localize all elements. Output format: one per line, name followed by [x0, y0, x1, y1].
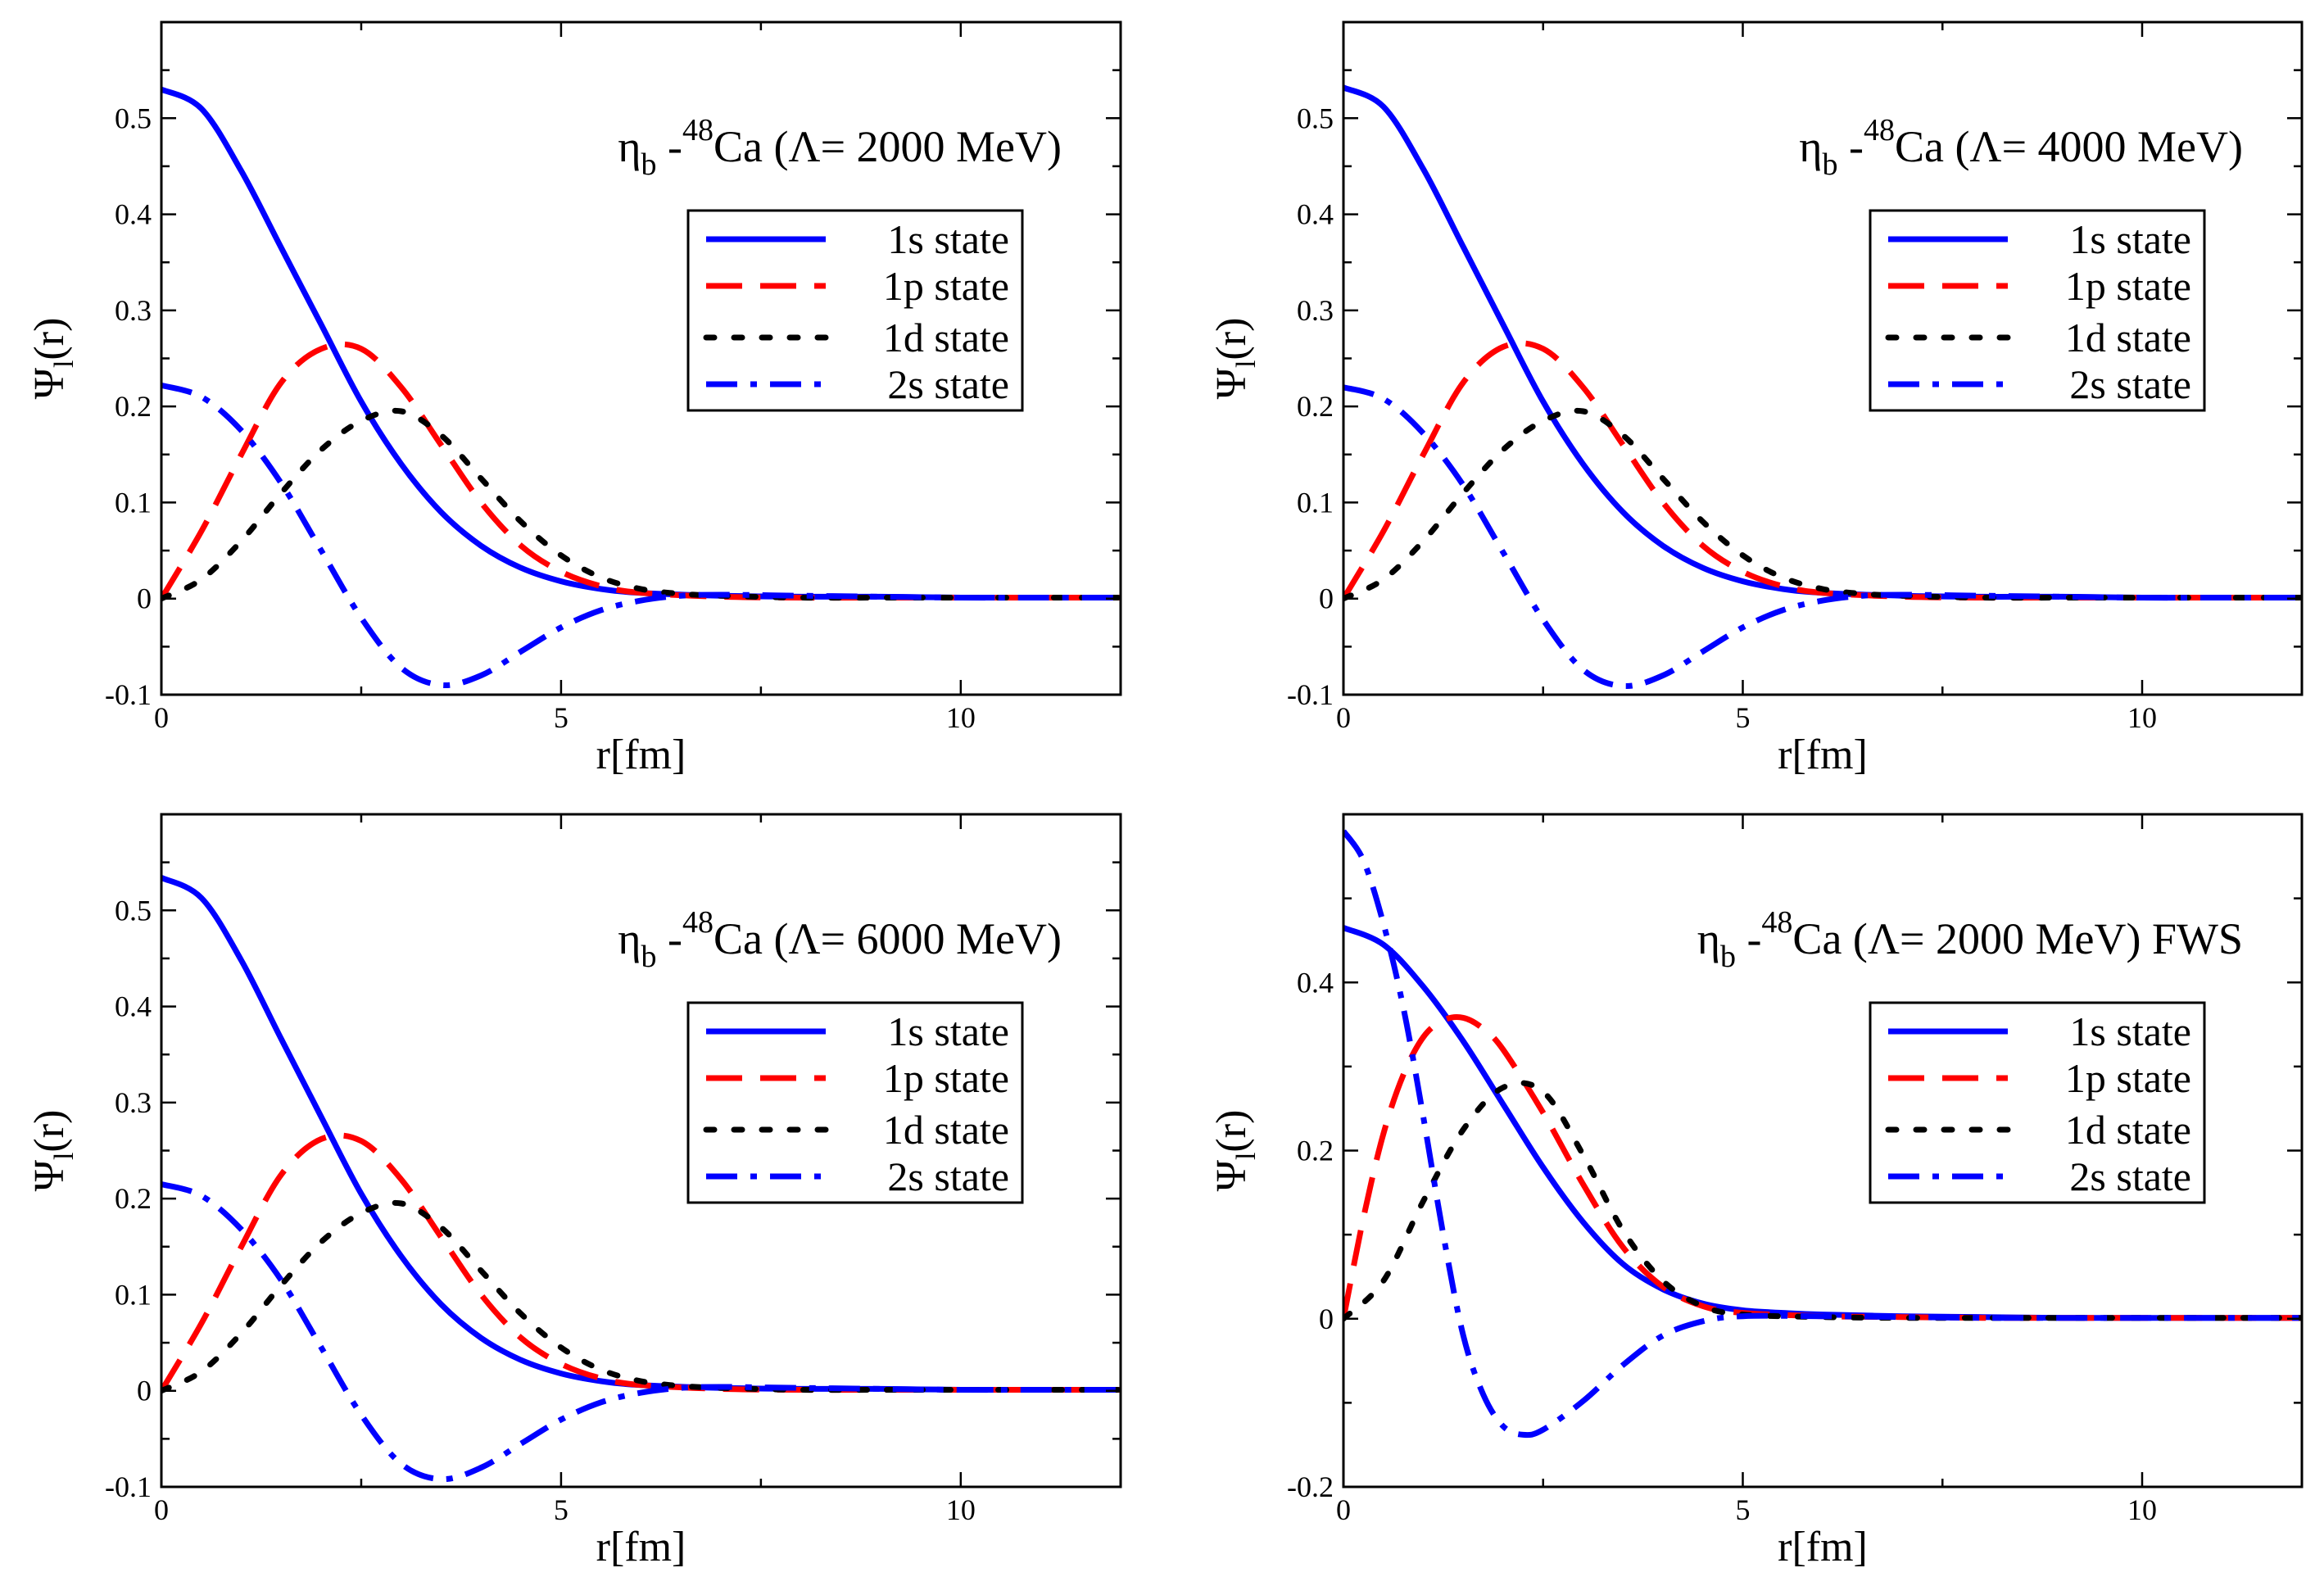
legend-label: 1s state	[887, 1008, 1009, 1054]
legend-label: 2s state	[887, 1153, 1009, 1199]
plot-area	[161, 86, 1121, 689]
y-tick-label: 0.5	[115, 894, 152, 927]
y-axis-label: Ψl(r)	[26, 318, 79, 400]
legend-label: 1p state	[883, 1055, 1009, 1101]
x-tick-label: 0	[154, 701, 169, 734]
y-tick-label: 0.2	[1297, 390, 1334, 423]
series-line-1p-state	[161, 1132, 1121, 1393]
x-axis-label: r[fm]	[596, 1524, 686, 1570]
legend-label: 1p state	[883, 263, 1009, 309]
y-tick-label: 0.5	[1297, 102, 1334, 134]
legend-label: 1d state	[2065, 315, 2191, 360]
x-tick-label: 5	[554, 701, 569, 734]
y-tick-label: 0	[137, 1375, 152, 1407]
panel-annotation: ηb -48Ca (Λ= 2000 MeV) FWS	[1697, 905, 2243, 974]
y-tick-label: 0.4	[115, 990, 152, 1023]
plot-area	[161, 875, 1121, 1483]
y-tick-label: 0.3	[115, 294, 152, 327]
y-axis-label: Ψl(r)	[26, 1110, 79, 1192]
series-line-1p-state	[161, 341, 1121, 601]
y-tick-label: -0.2	[1287, 1470, 1334, 1503]
legend-label: 2s state	[2069, 361, 2191, 407]
y-tick-label: 0.2	[115, 1182, 152, 1215]
legend-box	[1869, 209, 2206, 412]
x-tick-label: 0	[1336, 701, 1351, 734]
x-tick-label: 5	[1736, 701, 1751, 734]
legend-box	[686, 1001, 1024, 1204]
legend-label: 1p state	[2065, 263, 2191, 309]
y-tick-label: 0.1	[115, 486, 152, 519]
plot-area	[1343, 829, 2302, 1439]
panel-annotation: ηb -48Ca (Λ= 4000 MeV)	[1799, 113, 2243, 182]
y-tick-label: 0	[1319, 582, 1334, 615]
series-line-1d-state	[161, 1199, 1121, 1394]
series-line-2s-state	[1343, 384, 2302, 689]
legend-label: 1d state	[883, 315, 1009, 360]
y-tick-label: 0.4	[1297, 198, 1334, 231]
y-tick-label: 0.3	[115, 1086, 152, 1119]
y-tick-label: 0	[1319, 1303, 1334, 1335]
x-axis-label: r[fm]	[1778, 732, 1868, 778]
panel-top-right: 0 5 10-0.100.10.20.30.40.5r[fm]Ψl(r)ηb -48…	[1208, 20, 2304, 778]
legend-label: 1s state	[887, 216, 1009, 262]
y-tick-label: 0.5	[115, 102, 152, 134]
plot-area	[1343, 84, 2302, 689]
y-axis-label: Ψl(r)	[1208, 318, 1262, 400]
x-axis-label: r[fm]	[1778, 1524, 1868, 1570]
y-tick-label: -0.1	[1287, 678, 1334, 711]
y-tick-label: 0	[137, 582, 152, 615]
panel-annotation: ηb -48Ca (Λ= 2000 MeV)	[618, 113, 1062, 182]
y-tick-label: 0.3	[1297, 294, 1334, 327]
panel-bottom-left: 0 5 10-0.100.10.20.30.40.5r[fm]Ψl(r)ηb -48…	[26, 813, 1122, 1570]
series-line-1d-state	[161, 407, 1121, 602]
y-axis-label: Ψl(r)	[1208, 1110, 1262, 1192]
y-tick-label: 0.4	[115, 198, 152, 231]
legend-label: 1d state	[2065, 1107, 2191, 1153]
legend-label: 2s state	[887, 361, 1009, 407]
legend-label: 1s state	[2069, 1008, 2191, 1054]
legend-label: 1p state	[2065, 1055, 2191, 1101]
y-tick-label: 0.1	[1297, 486, 1334, 519]
x-tick-label: 0	[1336, 1493, 1351, 1526]
legend-box	[1869, 1001, 2206, 1204]
panel-annotation: ηb -48Ca (Λ= 6000 MeV)	[618, 905, 1062, 974]
panel-bottom-right: 0 5 10-0.200.20.4r[fm]Ψl(r)ηb -48Ca (Λ= 20…	[1208, 813, 2304, 1570]
series-line-1d-state	[1343, 407, 2302, 602]
series-line-2s-state	[161, 1181, 1121, 1483]
x-axis-label: r[fm]	[596, 732, 686, 778]
x-tick-label: 10	[946, 1493, 976, 1526]
y-tick-label: -0.1	[105, 1470, 152, 1503]
legend-label: 1s state	[2069, 216, 2191, 262]
series-line-2s-state	[1343, 829, 2302, 1439]
y-tick-label: 0.4	[1297, 966, 1334, 999]
x-tick-label: 10	[2127, 1493, 2157, 1526]
legend-box	[686, 209, 1024, 412]
y-tick-label: 0.2	[1297, 1135, 1334, 1167]
y-tick-label: 0.1	[115, 1278, 152, 1311]
series-line-2s-state	[161, 382, 1121, 689]
y-tick-label: 0.2	[115, 390, 152, 423]
y-tick-label: -0.1	[105, 678, 152, 711]
x-tick-label: 0	[154, 1493, 169, 1526]
series-line-1p-state	[1343, 340, 2302, 601]
legend-label: 2s state	[2069, 1153, 2191, 1199]
x-tick-label: 5	[554, 1493, 569, 1526]
x-tick-label: 10	[2127, 701, 2157, 734]
legend-label: 1d state	[883, 1107, 1009, 1153]
panel-top-left: 0 5 10-0.100.10.20.30.40.5r[fm]Ψl(r)ηb -48…	[26, 20, 1122, 778]
x-tick-label: 5	[1736, 1493, 1751, 1526]
x-tick-label: 10	[946, 701, 976, 734]
